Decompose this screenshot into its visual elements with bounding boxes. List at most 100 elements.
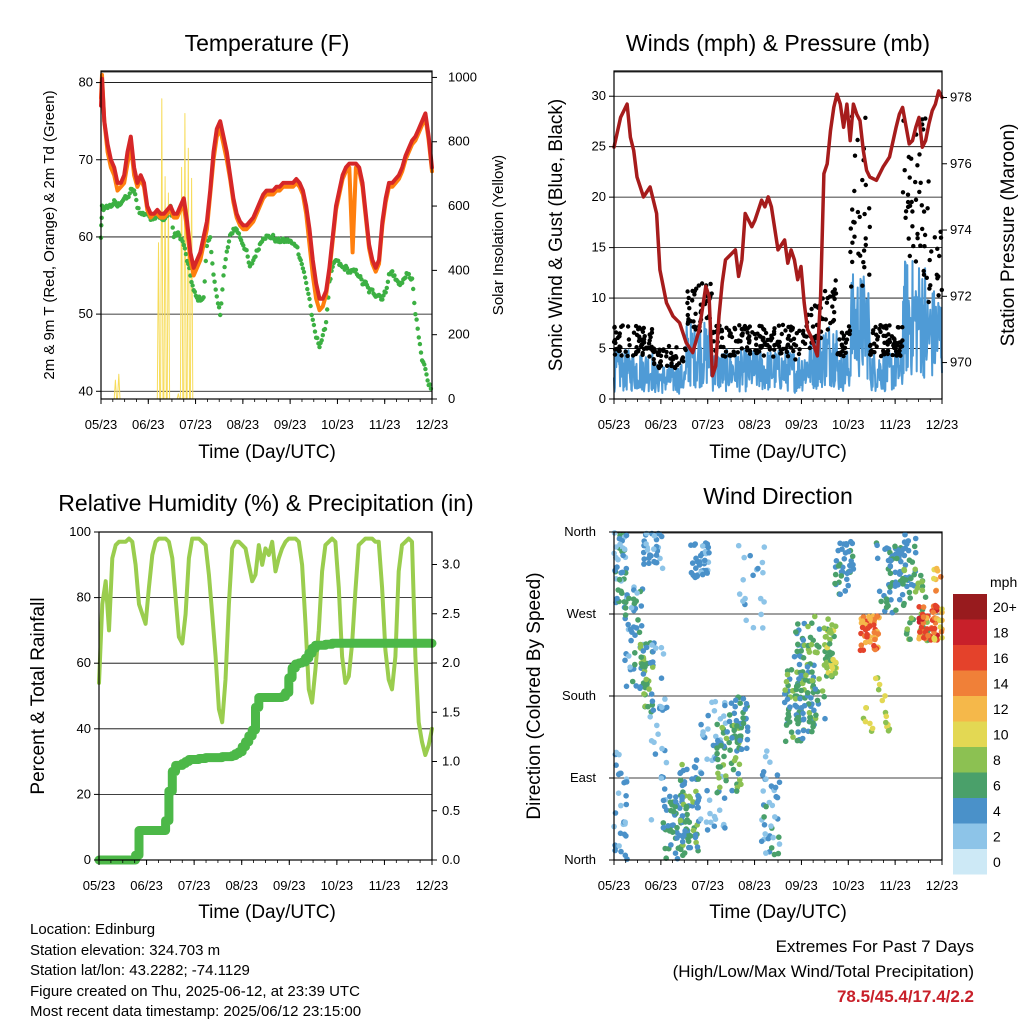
direction-point: [722, 825, 728, 831]
temperature-y2tick-label: 800: [448, 134, 470, 149]
temperature-ylabel: 2m & 9m T (Red, Orange) & 2m Td (Green): [41, 90, 58, 379]
winds-xtick-label: 06/23: [645, 417, 678, 432]
direction-point: [862, 639, 869, 646]
direction-point: [717, 784, 723, 791]
recent-text: Most recent data timestamp: 2025/06/12 2…: [30, 1003, 362, 1020]
direction-point: [690, 827, 697, 834]
legend-swatch: [953, 721, 987, 747]
gust-point: [683, 347, 688, 353]
dewpoint-point: [212, 279, 217, 284]
direction-point: [813, 712, 819, 718]
direction-point: [911, 543, 918, 550]
direction-point: [652, 751, 659, 757]
direction-point: [633, 625, 640, 631]
direction-point: [816, 626, 823, 632]
gust-point: [935, 276, 940, 281]
direction-point: [788, 729, 795, 735]
gust-point: [668, 350, 674, 356]
direction-point: [729, 787, 735, 794]
direction-point: [650, 659, 656, 665]
gust-point: [937, 253, 942, 259]
gust-point: [623, 349, 628, 354]
dewpoint-point: [400, 280, 405, 286]
direction-point: [801, 702, 808, 709]
humidity-y2tick-label: 3.0: [442, 557, 460, 572]
gust-point: [921, 268, 926, 274]
direction-point: [623, 801, 630, 808]
direction-point: [894, 555, 900, 562]
dewpoint-point: [411, 286, 416, 292]
legend-swatch: [953, 619, 987, 645]
legend-label: 18: [993, 624, 1009, 640]
gust-point: [833, 278, 838, 283]
direction-point: [728, 700, 735, 706]
gust-point: [917, 152, 922, 157]
gust-point: [873, 324, 878, 330]
gust-point: [910, 209, 915, 214]
direction-point: [838, 569, 845, 575]
direction-point: [744, 745, 750, 752]
direction-point: [726, 712, 733, 718]
dewpoint-point: [307, 296, 312, 302]
direction-point: [887, 563, 894, 569]
created-text: Figure created on Thu, 2025-06-12, at 23…: [30, 982, 360, 1000]
direction-point: [708, 819, 714, 826]
gust-point: [780, 346, 786, 352]
gust-point: [925, 206, 930, 211]
legend-swatch: [953, 670, 987, 696]
dewpoint-point: [211, 272, 216, 277]
winds-y2tick-label: 974: [950, 222, 972, 237]
legend-label: 8: [993, 752, 1001, 768]
direction-point: [902, 531, 908, 538]
gust-point: [769, 333, 774, 338]
dewpoint-point: [221, 273, 226, 278]
dewpoint-point: [136, 206, 141, 211]
dewpoint-point: [241, 243, 246, 248]
gust-point: [619, 353, 624, 358]
direction-point: [678, 846, 684, 853]
gust-point: [652, 361, 657, 366]
direction-point: [651, 739, 657, 746]
direction-point: [925, 632, 931, 639]
direction-point: [769, 802, 776, 809]
direction-point: [893, 607, 899, 613]
direction-point: [715, 770, 721, 777]
gust-point: [772, 326, 777, 331]
direction-point: [901, 567, 908, 574]
dewpoint-point: [131, 188, 137, 193]
direction-point: [623, 565, 630, 572]
direction-point: [622, 657, 628, 664]
gust-point: [788, 338, 793, 343]
direction-point: [686, 793, 692, 800]
gust-point: [762, 327, 767, 332]
direction-point: [755, 565, 761, 572]
gust-point: [731, 349, 736, 354]
gust-point: [932, 235, 937, 240]
gust-point: [929, 249, 934, 254]
direction-point: [653, 552, 660, 558]
gust-point: [686, 319, 691, 324]
humidity-xtick-label: 12/23: [416, 878, 449, 893]
gust-point: [737, 323, 742, 328]
humidity-xtick-label: 05/23: [83, 878, 116, 893]
gust-point: [690, 298, 695, 303]
direction-point: [757, 595, 764, 602]
direction-point: [907, 595, 913, 601]
dewpoint-point: [325, 307, 330, 312]
direction-point: [744, 736, 751, 743]
gust-point: [897, 351, 902, 357]
humidity-xlabel: Time (Day/UTC): [198, 902, 336, 923]
gust-point: [861, 248, 867, 253]
gust-point: [636, 347, 641, 353]
gust-point: [863, 182, 868, 188]
direction-point: [672, 850, 679, 856]
direction-point: [658, 775, 665, 781]
dewpoint-point: [308, 303, 313, 309]
direction-point: [660, 820, 667, 826]
direction-point: [726, 739, 732, 746]
humidity-xtick-label: 11/23: [369, 878, 401, 893]
direction-point: [643, 644, 650, 651]
direction-point: [682, 819, 689, 825]
direction-point: [707, 810, 713, 817]
direction-point: [617, 830, 624, 837]
